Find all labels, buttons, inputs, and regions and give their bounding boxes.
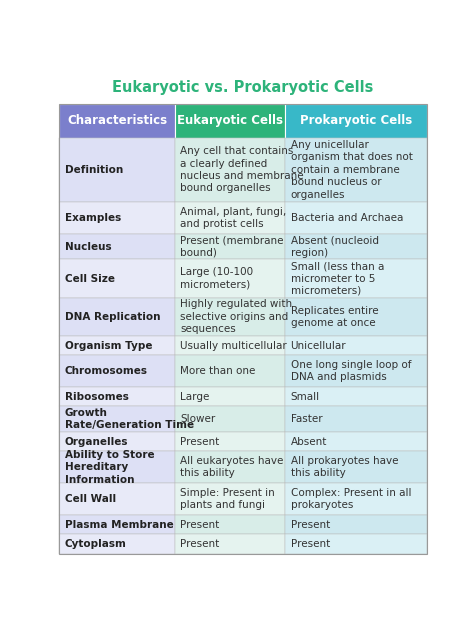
Text: Characteristics: Characteristics (67, 114, 167, 128)
Bar (59, 406, 175, 432)
Bar (285, 259, 427, 298)
Bar (175, 515, 285, 534)
Bar (285, 298, 427, 336)
Bar (285, 388, 427, 406)
Text: All prokaryotes have
this ability: All prokaryotes have this ability (291, 456, 398, 478)
Text: Cell Wall: Cell Wall (64, 494, 116, 504)
Bar (175, 104, 285, 138)
Text: Replicates entire
genome at once: Replicates entire genome at once (291, 305, 378, 328)
Bar (59, 336, 175, 355)
Bar (59, 355, 175, 388)
Bar (285, 234, 427, 259)
Text: Present (membrane
bound): Present (membrane bound) (181, 235, 284, 258)
Text: Absent (nucleoid
region): Absent (nucleoid region) (291, 235, 379, 258)
Bar (175, 483, 285, 515)
Bar (59, 515, 175, 534)
Text: Present: Present (291, 539, 330, 549)
Text: Large: Large (181, 392, 210, 402)
Text: Plasma Membrane: Plasma Membrane (64, 520, 173, 530)
Text: More than one: More than one (181, 366, 256, 376)
Bar (175, 336, 285, 355)
Text: Cytoplasm: Cytoplasm (64, 539, 127, 549)
Bar (175, 138, 285, 202)
Text: Examples: Examples (64, 213, 121, 223)
Bar (285, 336, 427, 355)
Bar (175, 451, 285, 483)
Bar (59, 388, 175, 406)
Bar (59, 259, 175, 298)
Text: All eukaryotes have
this ability: All eukaryotes have this ability (181, 456, 284, 478)
Text: Usually multicellular: Usually multicellular (181, 341, 287, 351)
Text: Animal, plant, fungi,
and protist cells: Animal, plant, fungi, and protist cells (181, 207, 287, 229)
Text: Highly regulated with
selective origins and
sequences: Highly regulated with selective origins … (181, 300, 292, 334)
Bar (175, 202, 285, 234)
Bar (285, 534, 427, 554)
Bar (175, 355, 285, 388)
Bar (285, 451, 427, 483)
Bar (175, 406, 285, 432)
Text: Eukaryotic Cells: Eukaryotic Cells (177, 114, 283, 128)
Bar (175, 388, 285, 406)
Bar (285, 104, 427, 138)
Bar (59, 451, 175, 483)
Text: Growth
Rate/Generation Time: Growth Rate/Generation Time (64, 408, 194, 430)
Bar (175, 259, 285, 298)
Bar (59, 104, 175, 138)
Bar (175, 534, 285, 554)
Text: Faster: Faster (291, 414, 322, 424)
Text: Eukaryotic vs. Prokaryotic Cells: Eukaryotic vs. Prokaryotic Cells (112, 80, 374, 95)
Bar (285, 138, 427, 202)
Bar (175, 234, 285, 259)
Bar (285, 432, 427, 451)
Bar (175, 432, 285, 451)
Bar (175, 298, 285, 336)
Text: Any cell that contains
a clearly defined
nucleus and membrane
bound organelles: Any cell that contains a clearly defined… (181, 146, 304, 193)
Bar (59, 483, 175, 515)
Text: Organism Type: Organism Type (64, 341, 152, 351)
Bar (59, 534, 175, 554)
Bar (59, 234, 175, 259)
Bar (59, 202, 175, 234)
Text: Absent: Absent (291, 437, 327, 447)
Text: Nucleus: Nucleus (64, 241, 111, 251)
Text: Organelles: Organelles (64, 437, 128, 447)
Bar (59, 432, 175, 451)
Bar (59, 298, 175, 336)
Text: Present: Present (181, 539, 219, 549)
Text: Simple: Present in
plants and fungi: Simple: Present in plants and fungi (181, 488, 275, 511)
Bar (285, 355, 427, 388)
Text: Any unicellular
organism that does not
contain a membrane
bound nucleus or
organ: Any unicellular organism that does not c… (291, 140, 412, 200)
Text: Ability to Store
Hereditary
Information: Ability to Store Hereditary Information (64, 450, 155, 485)
Bar (59, 138, 175, 202)
Text: Definition: Definition (64, 165, 123, 175)
Text: One long single loop of
DNA and plasmids: One long single loop of DNA and plasmids (291, 360, 411, 383)
Text: Large (10-100
micrometers): Large (10-100 micrometers) (181, 267, 254, 290)
Text: Unicellular: Unicellular (291, 341, 346, 351)
Text: Present: Present (291, 520, 330, 530)
Bar (285, 515, 427, 534)
Text: Prokaryotic Cells: Prokaryotic Cells (300, 114, 412, 128)
Text: DNA Replication: DNA Replication (64, 312, 160, 322)
Bar (285, 483, 427, 515)
Text: Complex: Present in all
prokaryotes: Complex: Present in all prokaryotes (291, 488, 411, 511)
Text: Ribosomes: Ribosomes (64, 392, 128, 402)
Text: Small: Small (291, 392, 320, 402)
Text: Chromosomes: Chromosomes (64, 366, 148, 376)
Text: Cell Size: Cell Size (64, 274, 115, 284)
Text: Present: Present (181, 520, 219, 530)
Bar (285, 406, 427, 432)
Text: Bacteria and Archaea: Bacteria and Archaea (291, 213, 403, 223)
Bar (285, 202, 427, 234)
Text: Small (less than a
micrometer to 5
micrometers): Small (less than a micrometer to 5 micro… (291, 261, 384, 296)
Text: Slower: Slower (181, 414, 216, 424)
Text: Present: Present (181, 437, 219, 447)
